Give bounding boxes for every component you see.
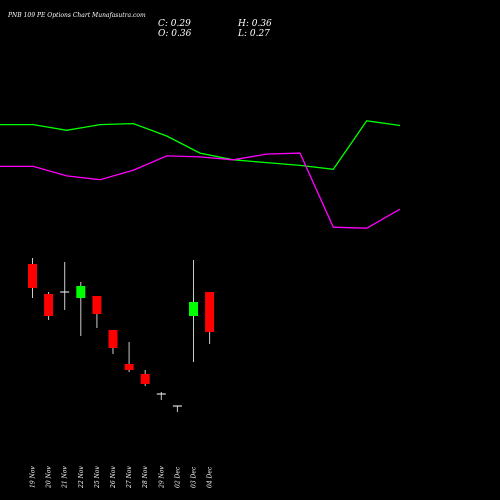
candle-body	[60, 291, 70, 293]
candle-body	[140, 374, 150, 384]
candles	[28, 258, 215, 412]
x-tick-label: 04 Dec	[207, 466, 214, 488]
low-readout: L: 0.27	[237, 29, 270, 39]
candle-26-nov	[108, 330, 118, 354]
candle-body	[44, 294, 54, 316]
x-tick-label: 26 Nov	[110, 466, 117, 489]
candle-body	[108, 330, 118, 348]
high-readout: H: 0.36	[237, 19, 272, 29]
candle-body	[28, 264, 37, 288]
candle-02-dec	[172, 405, 182, 412]
candle-25-nov	[92, 296, 102, 328]
candle-body	[76, 286, 86, 298]
x-tick-label: 28 Nov	[142, 466, 149, 489]
candle-body	[189, 302, 198, 316]
x-tick-label: 20 Nov	[46, 466, 53, 489]
candle-04-dec	[205, 292, 215, 344]
candle-20-nov	[44, 292, 54, 320]
candle-28-nov	[140, 370, 150, 386]
x-tick-label: 02 Dec	[174, 466, 181, 488]
candle-body	[124, 364, 134, 370]
candle-body	[205, 292, 215, 332]
x-tick-label: 29 Nov	[158, 466, 165, 489]
candle-22-nov	[76, 282, 86, 336]
indicator-line-1	[0, 120, 401, 170]
close-readout: C: 0.29	[158, 19, 191, 29]
candle-body	[156, 393, 166, 395]
candle-29-nov	[156, 392, 166, 400]
chart-title: PNB 109 PE Options Chart Munafasutra.com	[7, 12, 146, 19]
candle-body	[172, 405, 182, 407]
x-tick-label: 19 Nov	[30, 466, 37, 488]
candle-19-nov	[28, 258, 37, 298]
x-tick-label: 03 Dec	[191, 466, 198, 488]
open-readout: O: 0.36	[158, 29, 192, 39]
x-axis-labels: 19 Nov 20 Nov 21 Nov 22 Nov 25 Nov 26 Nov 27 N…	[30, 466, 214, 489]
x-tick-label: 25 Nov	[94, 466, 101, 489]
indicator-lines	[0, 120, 401, 229]
x-tick-label: 21 Nov	[62, 466, 69, 489]
candle-03-dec	[189, 260, 198, 362]
candle-body	[92, 296, 102, 314]
indicator-line-2	[0, 152, 401, 229]
candle-21-nov	[60, 262, 70, 310]
x-tick-label: 27 Nov	[126, 466, 133, 489]
candle-27-nov	[124, 342, 134, 372]
x-tick-label: 22 Nov	[78, 466, 85, 489]
